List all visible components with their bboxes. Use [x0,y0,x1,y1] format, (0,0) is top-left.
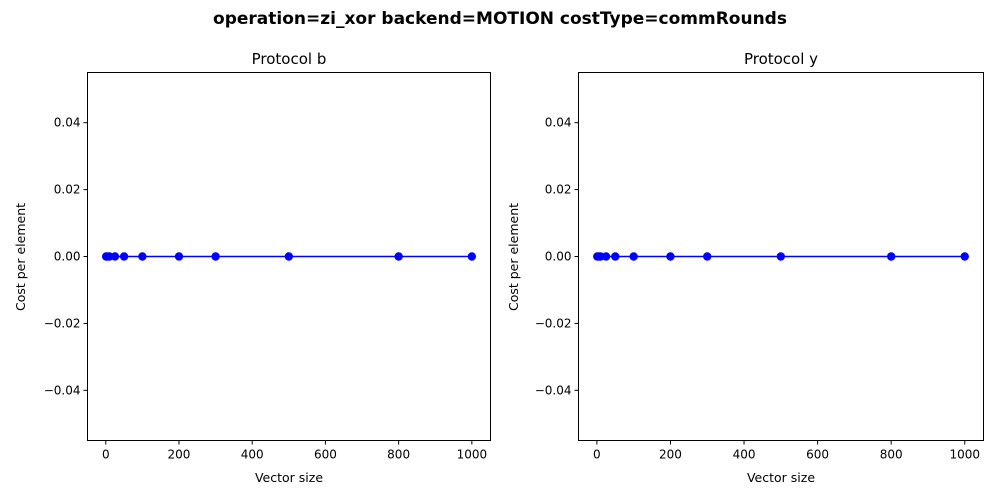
x-tick-label: 1000 [949,448,980,462]
axis-ticks: 0 200 400 600 800 1000 −0.04 −0.02 0.00 0.02 0.04 [535,116,980,462]
y-tick-label: −0.02 [535,316,572,330]
x-axis-label: Vector size [255,470,323,485]
subplot-title: Protocol y [744,50,818,68]
data-point [601,252,611,261]
data-point [174,252,184,261]
y-tick-label: 0.02 [54,183,81,197]
x-axis-label: Vector size [747,470,815,485]
x-tick-label: 400 [241,448,264,462]
data-point [960,252,969,261]
subplot-protocol-y: Protocol y Vector size Cost per element … [506,50,984,485]
data-point [138,252,147,261]
y-tick-label: 0.00 [54,250,81,264]
data-point [467,252,477,261]
y-tick-label: 0.04 [545,116,572,130]
data-point [886,252,896,261]
x-tick-label: 600 [806,448,829,462]
y-tick-label: −0.04 [535,383,572,397]
data-point [394,252,403,261]
data-point [119,252,129,261]
y-tick-label: −0.04 [44,383,81,397]
x-tick-label: 200 [659,448,682,462]
figure-suptitle: operation=zi_xor backend=MOTION costType… [213,9,787,29]
x-tick-label: 800 [387,448,410,462]
x-tick-label: 0 [102,448,110,462]
x-tick-label: 200 [168,448,191,462]
x-tick-label: 0 [593,448,601,462]
y-tick-label: 0.04 [54,116,81,130]
axis-ticks: 0 200 400 600 800 1000 −0.04 −0.02 0.00 0.02 0.04 [44,116,487,462]
data-point [284,252,294,261]
y-axis-label: Cost per element [506,203,521,311]
y-tick-label: −0.02 [44,316,81,330]
data-point [703,252,712,261]
data-point [110,252,120,261]
x-tick-label: 800 [880,448,903,462]
x-tick-label: 1000 [457,448,488,462]
data-series [101,252,477,261]
y-tick-label: 0.00 [545,250,572,264]
data-point [666,252,675,261]
data-point [629,252,638,261]
data-point [776,252,786,261]
x-tick-label: 600 [314,448,337,462]
y-axis-label: Cost per element [13,203,28,311]
subplot-title: Protocol b [252,50,327,68]
plot-area-frame [87,72,491,441]
x-tick-label: 400 [733,448,756,462]
data-series [593,252,969,261]
data-point [211,252,220,261]
subplot-protocol-b: Protocol b Vector size Cost per element … [13,50,491,485]
y-tick-label: 0.02 [545,183,572,197]
plot-area-frame [578,72,984,441]
data-point [611,252,620,261]
